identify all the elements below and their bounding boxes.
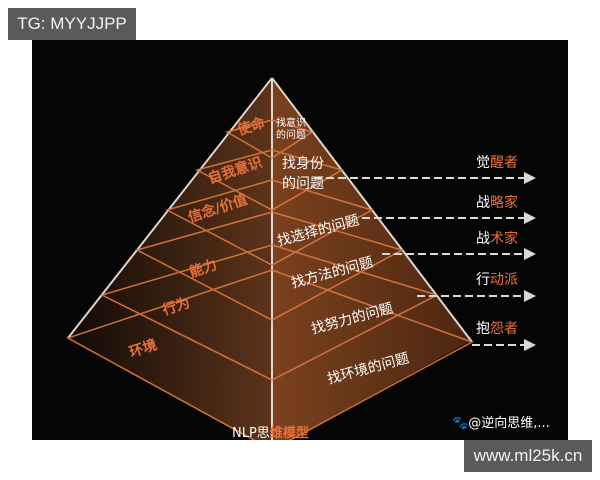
pyramid-diagram: 使命 自我意识 信念/价值 能力 行为 环境 找意识的问题 找身份的问题 找选择… [32, 40, 568, 441]
role-complainer: 抱怨者 [476, 321, 518, 337]
role-doer: 行动派 [476, 272, 518, 288]
role-awakener: 觉醒者 [476, 155, 518, 171]
paw-icon: 🐾 [452, 416, 469, 431]
role-tactician: 战术家 [476, 231, 518, 247]
watermark: 🐾@逆向思维,... [452, 416, 550, 431]
question-identity: 找身份的问题 [282, 156, 324, 192]
role-strategist: 战略家 [476, 195, 518, 211]
question-mission: 找意识的问题 [276, 118, 306, 141]
top-tag: TG: MYYJJPP [8, 8, 136, 40]
bottom-tag: www.ml25k.cn [464, 440, 592, 472]
pyramid-graphic [66, 77, 536, 440]
diagram-title: NLP思维模型 [232, 426, 309, 441]
